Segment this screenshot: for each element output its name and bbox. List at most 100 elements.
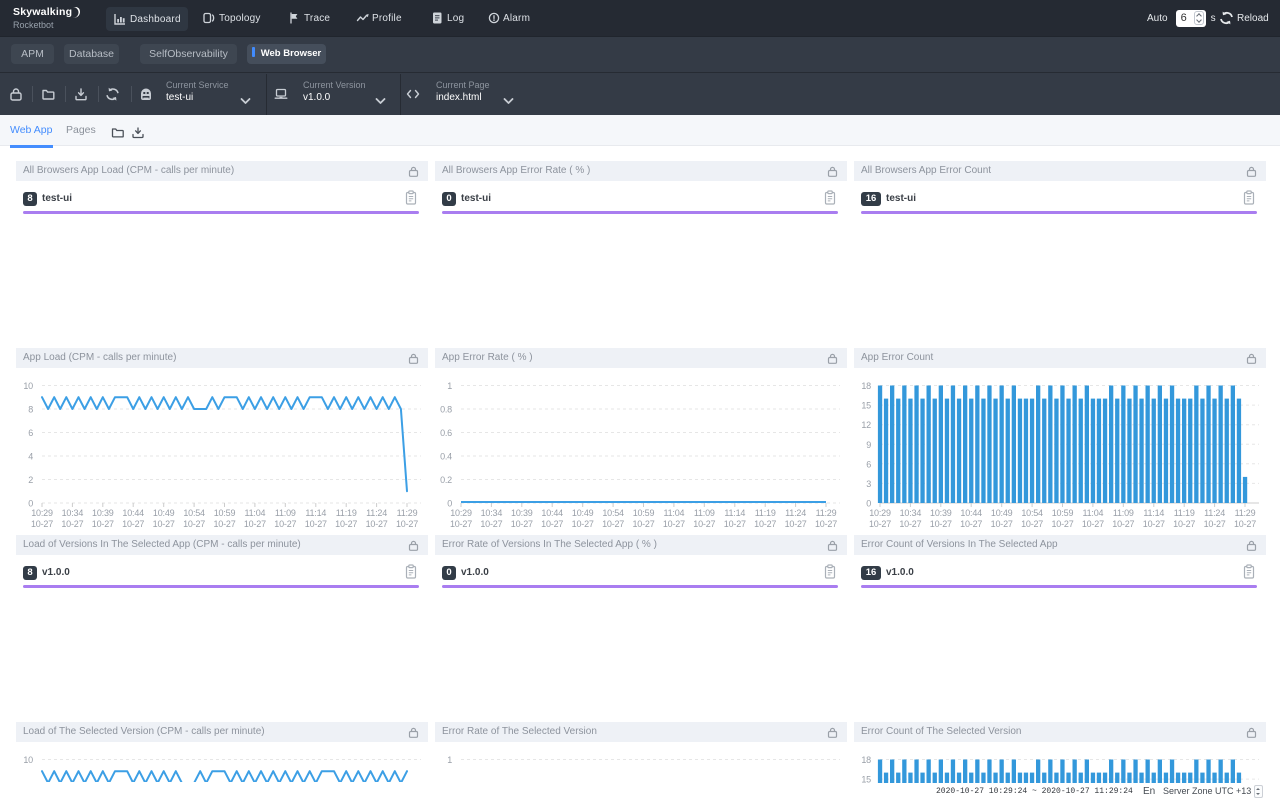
svg-text:10-27: 10-27 (1051, 519, 1073, 528)
svg-text:10-27: 10-27 (450, 519, 472, 528)
svg-text:10-27: 10-27 (1143, 519, 1165, 528)
svg-text:11:14: 11:14 (724, 508, 745, 518)
svg-text:11:19: 11:19 (336, 508, 357, 518)
svg-text:10:39: 10:39 (511, 508, 533, 518)
svg-text:10:29: 10:29 (31, 508, 53, 518)
svg-text:10:34: 10:34 (62, 508, 84, 518)
svg-text:18: 18 (861, 755, 871, 765)
svg-text:10-27: 10-27 (396, 519, 418, 528)
svg-text:10-27: 10-27 (92, 519, 114, 528)
svg-text:10-27: 10-27 (754, 519, 776, 528)
svg-text:10:59: 10:59 (633, 508, 655, 518)
svg-text:10-27: 10-27 (899, 519, 921, 528)
svg-text:0.6: 0.6 (440, 428, 452, 438)
svg-text:10:54: 10:54 (1021, 508, 1043, 518)
svg-text:10:49: 10:49 (572, 508, 594, 518)
svg-text:10-27: 10-27 (632, 519, 654, 528)
svg-text:11:24: 11:24 (785, 508, 806, 518)
svg-text:11:09: 11:09 (1113, 508, 1134, 518)
svg-text:18: 18 (861, 381, 871, 391)
svg-text:10-27: 10-27 (930, 519, 952, 528)
svg-text:10-27: 10-27 (960, 519, 982, 528)
svg-text:10-27: 10-27 (541, 519, 563, 528)
svg-text:10:44: 10:44 (122, 508, 144, 518)
svg-text:0: 0 (866, 499, 871, 509)
svg-text:10:49: 10:49 (153, 508, 175, 518)
svg-text:1: 1 (447, 755, 452, 765)
svg-text:0.8: 0.8 (440, 405, 452, 415)
svg-text:12: 12 (861, 420, 871, 430)
svg-text:10:34: 10:34 (481, 508, 503, 518)
svg-text:0: 0 (28, 499, 33, 509)
svg-text:10: 10 (23, 755, 33, 765)
svg-text:10-27: 10-27 (153, 519, 175, 528)
svg-text:10:39: 10:39 (92, 508, 114, 518)
svg-text:11:19: 11:19 (755, 508, 776, 518)
svg-text:10:44: 10:44 (960, 508, 982, 518)
svg-text:11:24: 11:24 (1204, 508, 1225, 518)
svg-text:3: 3 (866, 479, 871, 489)
svg-text:10-27: 10-27 (572, 519, 594, 528)
svg-text:2: 2 (28, 475, 33, 485)
svg-text:11:04: 11:04 (663, 508, 684, 518)
svg-text:10-27: 10-27 (61, 519, 83, 528)
svg-text:10:29: 10:29 (869, 508, 891, 518)
svg-text:1: 1 (447, 381, 452, 391)
svg-text:10:49: 10:49 (991, 508, 1013, 518)
svg-text:10-27: 10-27 (869, 519, 891, 528)
svg-text:11:19: 11:19 (1174, 508, 1195, 518)
svg-text:10:29: 10:29 (450, 508, 472, 518)
svg-text:11:04: 11:04 (1082, 508, 1103, 518)
svg-text:10-27: 10-27 (1173, 519, 1195, 528)
svg-text:10-27: 10-27 (183, 519, 205, 528)
svg-text:10-27: 10-27 (815, 519, 837, 528)
svg-text:11:14: 11:14 (305, 508, 326, 518)
svg-text:11:29: 11:29 (397, 508, 418, 518)
svg-text:10-27: 10-27 (1234, 519, 1256, 528)
svg-text:10: 10 (23, 381, 33, 391)
svg-text:10-27: 10-27 (1082, 519, 1104, 528)
svg-text:10:44: 10:44 (541, 508, 563, 518)
svg-text:0.2: 0.2 (440, 475, 452, 485)
svg-text:8: 8 (28, 405, 33, 415)
svg-text:10-27: 10-27 (244, 519, 266, 528)
svg-text:11:14: 11:14 (1143, 508, 1164, 518)
svg-text:6: 6 (866, 459, 871, 469)
svg-text:10-27: 10-27 (693, 519, 715, 528)
svg-text:4: 4 (28, 452, 33, 462)
svg-text:10-27: 10-27 (274, 519, 296, 528)
svg-text:10:34: 10:34 (900, 508, 922, 518)
svg-text:10-27: 10-27 (1112, 519, 1134, 528)
svg-text:10:54: 10:54 (183, 508, 205, 518)
svg-text:10-27: 10-27 (31, 519, 53, 528)
svg-text:11:29: 11:29 (1235, 508, 1256, 518)
svg-text:10-27: 10-27 (663, 519, 685, 528)
svg-text:10-27: 10-27 (991, 519, 1013, 528)
svg-text:10:59: 10:59 (214, 508, 236, 518)
svg-text:6: 6 (28, 428, 33, 438)
svg-text:10-27: 10-27 (366, 519, 388, 528)
svg-text:0.4: 0.4 (440, 452, 452, 462)
svg-text:0: 0 (447, 499, 452, 509)
svg-text:11:09: 11:09 (275, 508, 296, 518)
svg-text:10-27: 10-27 (213, 519, 235, 528)
svg-text:10-27: 10-27 (511, 519, 533, 528)
svg-text:11:04: 11:04 (244, 508, 265, 518)
svg-text:10-27: 10-27 (335, 519, 357, 528)
svg-text:15: 15 (861, 401, 871, 411)
svg-text:15: 15 (861, 775, 871, 783)
svg-text:10:39: 10:39 (930, 508, 952, 518)
svg-text:11:24: 11:24 (366, 508, 387, 518)
svg-text:11:29: 11:29 (816, 508, 837, 518)
svg-text:10:59: 10:59 (1052, 508, 1074, 518)
svg-text:10-27: 10-27 (785, 519, 807, 528)
svg-text:10-27: 10-27 (305, 519, 327, 528)
svg-text:10-27: 10-27 (602, 519, 624, 528)
svg-text:10:54: 10:54 (602, 508, 624, 518)
svg-text:10-27: 10-27 (1021, 519, 1043, 528)
svg-text:10-27: 10-27 (1204, 519, 1226, 528)
svg-text:10-27: 10-27 (724, 519, 746, 528)
svg-text:10-27: 10-27 (480, 519, 502, 528)
svg-text:11:09: 11:09 (694, 508, 715, 518)
svg-text:10-27: 10-27 (122, 519, 144, 528)
